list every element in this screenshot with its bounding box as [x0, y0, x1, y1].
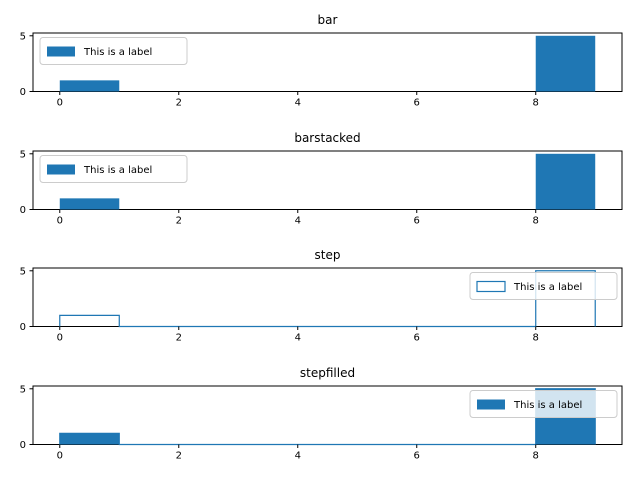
legend-frame	[39, 154, 188, 183]
legend-swatch-icon	[477, 399, 505, 409]
x-tick-label: 8	[533, 333, 539, 344]
histogram-bar	[59, 80, 120, 92]
y-tick-label: 5	[20, 31, 26, 42]
x-tick-label: 0	[57, 98, 63, 109]
x-tick-label: 4	[295, 215, 301, 226]
x-tick-label: 6	[414, 215, 420, 226]
legend-stepfilled: This is a label	[469, 389, 618, 418]
y-tick-label: 5	[20, 149, 26, 160]
x-tick-label: 8	[533, 215, 539, 226]
legend-label: This is a label	[83, 165, 152, 176]
legend-step: This is a label	[469, 272, 618, 300]
x-tick-label: 6	[414, 98, 420, 109]
histogram-step	[59, 270, 596, 328]
subplot-step: 0 2 4 6 8 0 5 step This is a label	[0, 235, 640, 353]
subplot-barstacked: 0 2 4 6 8 0 5 barstacked This is a label	[0, 118, 640, 236]
x-tick-label: 4	[295, 98, 301, 109]
x-tick-label: 4	[295, 450, 301, 461]
legend-label: This is a label	[513, 400, 582, 411]
legend-frame	[469, 389, 618, 418]
legend-label: This is a label	[83, 47, 152, 58]
legend-frame	[39, 37, 188, 65]
x-tick-label: 0	[57, 215, 63, 226]
y-tick-label: 5	[20, 384, 26, 395]
x-tick-label: 4	[295, 333, 301, 344]
x-tick-label: 0	[57, 450, 63, 461]
x-tick-label: 6	[414, 450, 420, 461]
y-tick-label: 5	[20, 266, 26, 277]
x-tick-label: 2	[176, 215, 182, 226]
subplot-bar: 0 2 4 6 8 0 5 bar This is a label	[0, 0, 640, 118]
legend-frame	[469, 272, 618, 300]
y-tick-label: 0	[20, 440, 26, 451]
x-tick-label: 8	[533, 98, 539, 109]
legend-barstacked: This is a label	[39, 154, 188, 183]
legend-swatch-icon	[47, 164, 75, 174]
y-tick-label: 0	[20, 322, 26, 333]
x-tick-label: 6	[414, 333, 420, 344]
legend-bar: This is a label	[39, 37, 188, 65]
histogram-bar	[535, 35, 596, 92]
y-tick-label: 0	[20, 205, 26, 216]
subplot-stepfilled: 0 2 4 6 8 0 5 stepfilled This is a label	[0, 353, 640, 471]
legend-swatch-icon	[47, 46, 75, 57]
subplot-title-stepfilled: stepfilled	[300, 366, 355, 380]
x-tick-label: 0	[57, 333, 63, 344]
legend-label: This is a label	[513, 282, 582, 293]
x-tick-label: 2	[176, 450, 182, 461]
histogram-bar	[59, 197, 120, 209]
subplot-title-bar: bar	[318, 13, 338, 27]
x-tick-label: 2	[176, 333, 182, 344]
x-tick-label: 8	[533, 450, 539, 461]
subplot-title-barstacked: barstacked	[294, 131, 360, 145]
histogram-bar	[535, 153, 596, 209]
legend-swatch-icon	[476, 280, 506, 293]
y-tick-label: 0	[20, 87, 26, 98]
x-tick-label: 2	[176, 98, 182, 109]
subplot-title-step: step	[315, 248, 341, 262]
